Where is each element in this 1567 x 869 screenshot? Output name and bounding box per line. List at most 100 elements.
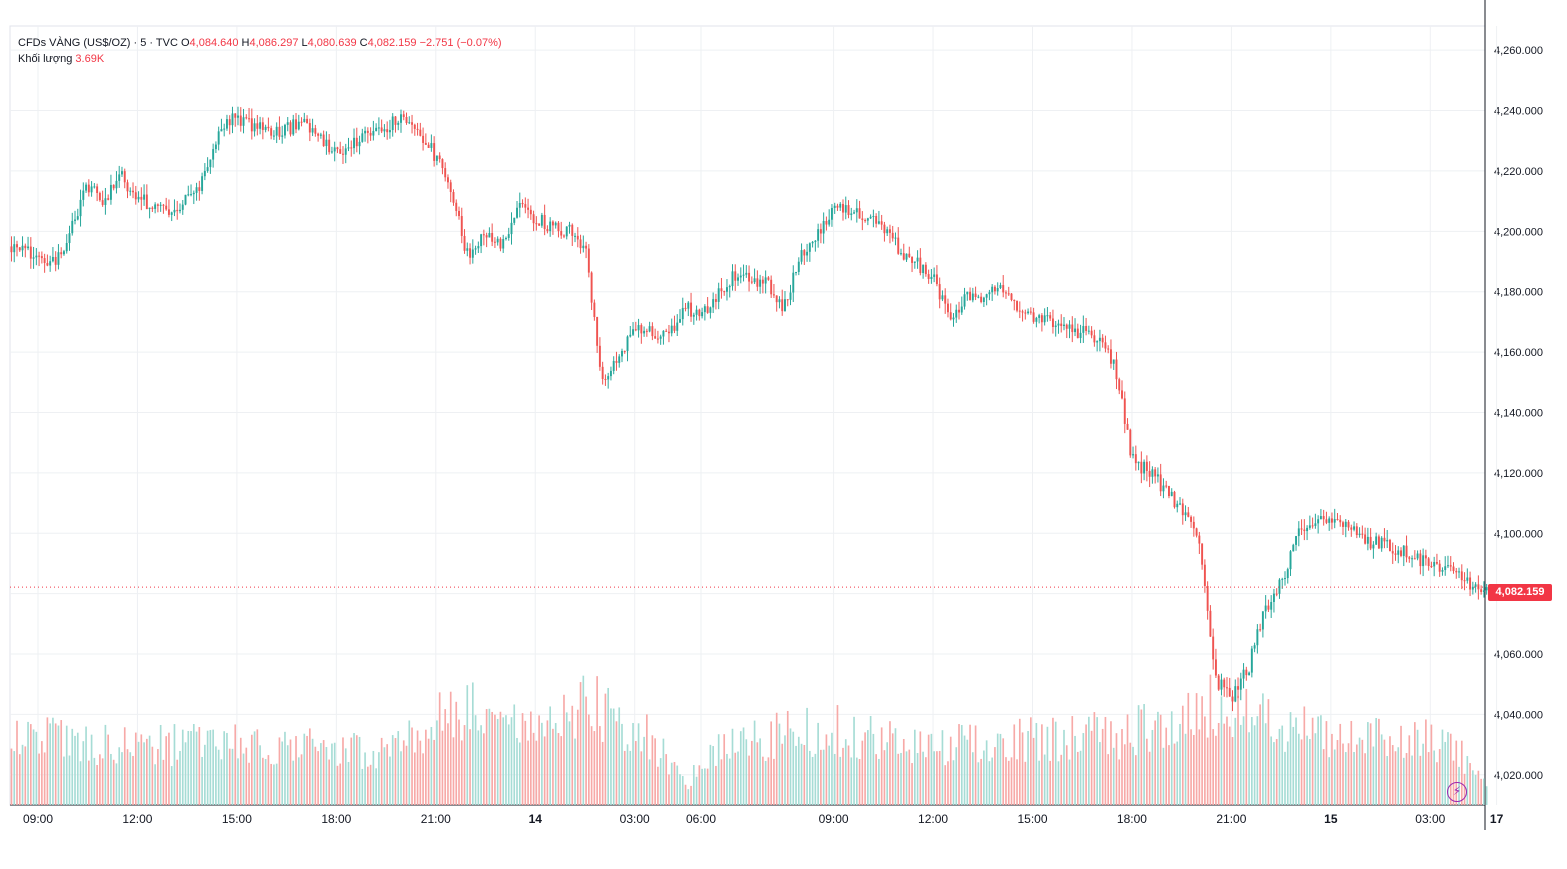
volume-bar xyxy=(640,751,643,805)
volume-bar xyxy=(1068,759,1071,805)
volume-bar xyxy=(878,758,880,805)
volume-bar xyxy=(1295,717,1297,805)
volume-bar xyxy=(541,722,543,805)
volume-bar xyxy=(408,720,411,805)
volume-bar xyxy=(378,752,380,805)
candle-body xyxy=(1043,315,1046,323)
candle-body xyxy=(1389,539,1391,552)
candle-body xyxy=(775,295,778,303)
candle-body xyxy=(1051,318,1054,328)
candle-body xyxy=(90,186,93,193)
candle-body xyxy=(516,207,518,218)
volume-bar xyxy=(148,735,151,805)
candle-body xyxy=(1076,328,1079,339)
volume-bar xyxy=(322,740,325,805)
candle-body xyxy=(828,219,831,225)
candle-body xyxy=(71,220,74,234)
candle-body xyxy=(458,210,460,217)
candle-body xyxy=(861,218,864,221)
volume-bar xyxy=(380,737,383,805)
candle-body xyxy=(1159,474,1162,492)
volume-bar xyxy=(792,731,795,805)
volume-bar xyxy=(900,752,902,805)
candle-body xyxy=(723,291,726,293)
candle-body xyxy=(888,229,891,233)
candle-body xyxy=(1375,536,1378,545)
candle-body xyxy=(1402,545,1405,556)
candle-body xyxy=(598,345,601,367)
volume-bar xyxy=(599,726,601,805)
candle-body xyxy=(866,218,869,221)
candle-body xyxy=(441,159,444,169)
candle-body xyxy=(1422,555,1425,567)
lightning-icon[interactable]: ⚡ xyxy=(1447,782,1467,802)
candle-body xyxy=(190,194,193,196)
volume-bar xyxy=(1220,696,1223,805)
volume-bar xyxy=(270,763,272,805)
candle-body xyxy=(1040,315,1043,323)
volume-bar xyxy=(441,730,444,805)
volume-bar xyxy=(673,761,676,805)
y-tick-label: 4,180.000 xyxy=(1494,287,1543,299)
candle-body xyxy=(416,128,419,130)
candle-body xyxy=(32,257,35,259)
candle-body xyxy=(731,271,734,287)
volume-bar xyxy=(974,725,977,805)
candle-body xyxy=(1005,292,1007,294)
volume-bar xyxy=(797,736,800,805)
candle-body xyxy=(295,119,297,130)
volume-bar xyxy=(217,749,220,805)
volume-bar xyxy=(1253,725,1256,805)
volume-bar xyxy=(648,759,651,805)
volume-bar xyxy=(1405,753,1408,805)
volume-bar xyxy=(1041,724,1043,805)
candle-body xyxy=(469,248,472,258)
volume-bar xyxy=(869,715,872,805)
volume-bar xyxy=(698,765,701,805)
candle-body xyxy=(1317,519,1320,524)
candle-body xyxy=(781,299,784,312)
candle-body xyxy=(1220,679,1223,690)
volume-bar xyxy=(168,732,170,805)
volume-bar xyxy=(833,753,836,805)
legend-low-value: 4,080.639 xyxy=(307,37,357,49)
candle-body xyxy=(980,296,983,303)
legend-close-label: C xyxy=(359,37,368,49)
candle-body xyxy=(427,144,430,148)
candle-body xyxy=(822,220,825,234)
candle-body xyxy=(195,187,198,193)
candle-body xyxy=(1322,516,1325,520)
candle-body xyxy=(1038,315,1041,318)
volume-bar xyxy=(1303,706,1306,805)
candle-body xyxy=(507,234,510,238)
volume-bar xyxy=(867,730,869,805)
candle-body xyxy=(582,245,585,249)
volume-bar xyxy=(759,738,761,805)
candle-body xyxy=(1372,544,1375,549)
volume-bar xyxy=(1259,704,1261,805)
volume-bar xyxy=(1416,729,1419,805)
candle-body xyxy=(1272,593,1275,602)
candle-body xyxy=(1143,461,1146,474)
volume-bar xyxy=(778,723,781,805)
candle-body xyxy=(1184,512,1187,516)
volume-bar xyxy=(966,739,969,805)
volume-bar xyxy=(68,755,71,805)
candle-body xyxy=(400,114,402,123)
y-tick-label: 4,220.000 xyxy=(1494,166,1543,178)
volume-bar xyxy=(1134,755,1137,805)
volume-bar xyxy=(977,762,980,805)
legend-volume-label[interactable]: Khối lượng xyxy=(18,53,73,65)
volume-bar xyxy=(1112,747,1115,805)
volume-bar xyxy=(449,691,452,805)
legend-symbol[interactable]: CFDs VÀNG (US$/OZ) · 5 · TVC xyxy=(18,37,178,49)
candle-body xyxy=(900,253,902,255)
volume-bar xyxy=(574,738,576,805)
candle-body xyxy=(1400,550,1402,556)
volume-bar xyxy=(231,748,234,805)
volume-bar xyxy=(397,731,400,805)
candle-body xyxy=(1245,669,1248,676)
candle-body xyxy=(1408,557,1411,559)
volume-bar xyxy=(1267,699,1270,805)
